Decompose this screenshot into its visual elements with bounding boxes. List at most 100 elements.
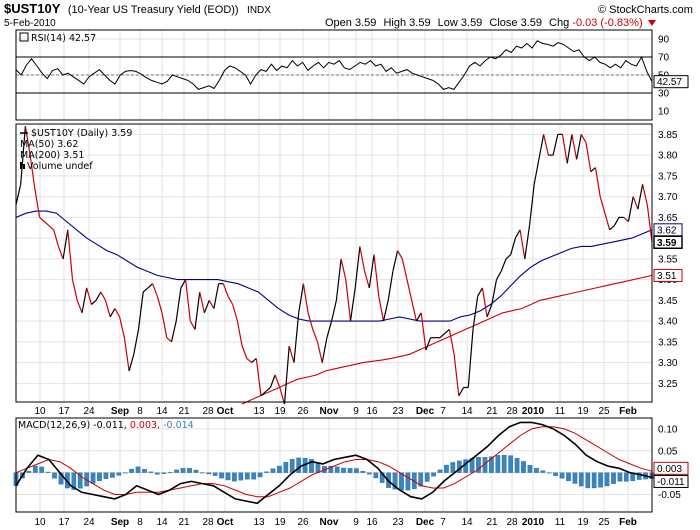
price-segment	[199, 291, 205, 313]
date-label: 5-Feb-2010	[4, 18, 56, 29]
x-tick-label: Sep	[111, 406, 129, 417]
ma200-line	[241, 274, 653, 405]
x-tick-label: 14	[461, 517, 473, 528]
macd-histogram-bar	[174, 469, 179, 473]
x-tick-label: 17	[58, 517, 70, 528]
macd-histogram-bar	[611, 472, 616, 484]
price-segment	[448, 329, 455, 355]
x-tick-label: 14	[461, 406, 473, 417]
ma50-value-label: 3.62	[657, 225, 677, 236]
price-segment	[406, 279, 413, 301]
price-segment	[283, 345, 290, 405]
y-tick-label: 30	[658, 89, 670, 100]
macd-histogram-bar	[334, 466, 340, 473]
x-axis-bottom: 10 17 24 Sep 8 14 21 28 Oct 13 19 26 Nov 9 16 23 Dec 7 14 2…	[34, 517, 636, 528]
x-tick-label: 13	[253, 406, 265, 417]
price-segment	[585, 142, 592, 172]
ma50-line	[15, 210, 653, 322]
macd-histogram-bar	[373, 472, 379, 479]
price-segment	[185, 279, 191, 322]
macd-histogram-bar	[392, 472, 398, 490]
x-tick-label: Dec	[416, 517, 435, 528]
macd-histogram-bar	[341, 467, 346, 473]
y-tick-label: 3.30	[658, 358, 678, 369]
macd-histogram-bar	[444, 464, 449, 473]
x-tick-label: 7	[440, 406, 446, 417]
rsi-line	[15, 40, 653, 90]
price-segment	[552, 134, 559, 156]
y-tick-label: 3.70	[658, 192, 678, 203]
y-tick-label: 3.25	[658, 379, 678, 390]
macd-histogram-bar	[559, 472, 565, 479]
price-panel: 3.253.303.353.403.453.503.553.603.653.70…	[15, 123, 683, 405]
macd-histogram-bar	[540, 470, 546, 473]
macd-histogram-bar	[347, 468, 353, 473]
macd-histogram-bar	[360, 470, 366, 473]
macd-histogram-bar	[238, 472, 244, 481]
macd-signal-line	[15, 426, 653, 498]
x-tick-label: 21	[178, 517, 190, 528]
x-tick-label: Oct	[217, 517, 234, 528]
y-tick-label: 90	[658, 35, 670, 46]
x-tick-label: 24	[83, 406, 95, 417]
x-tick-label: 28	[506, 406, 518, 417]
macd-histogram-bar	[283, 461, 289, 473]
x-tick-label: 10	[34, 517, 46, 528]
macd-histogram-bar	[244, 472, 250, 480]
macd-histogram-bar	[116, 472, 122, 476]
price-segment	[458, 387, 465, 397]
macd-histogram-bar	[437, 469, 443, 473]
price-segment	[246, 357, 252, 364]
macd-histogram-bar	[199, 472, 205, 474]
macd-histogram-bar	[135, 466, 141, 473]
macd-histogram-bar	[180, 468, 186, 473]
y-tick-label: -0.05	[658, 490, 681, 501]
y-tick-label: 0.05	[658, 446, 678, 457]
price-segment	[533, 159, 540, 185]
macd-legend-item: -0.014	[163, 420, 194, 431]
macd-histogram-bar	[270, 468, 276, 473]
macd-histogram-bar	[129, 468, 134, 473]
x-tick-label: 21	[486, 517, 498, 528]
macd-histogram-bar	[103, 472, 109, 479]
macd-value-box	[653, 461, 689, 475]
price-segment	[302, 283, 309, 313]
macd-legend-item: 0.003,	[130, 420, 163, 431]
price-segment	[161, 312, 168, 338]
macd-histogram-bar	[521, 461, 526, 473]
x-tick-label: 28	[202, 406, 214, 417]
macd-histogram-bar	[122, 472, 128, 474]
price-segment	[481, 287, 488, 317]
macd-histogram-bar	[495, 455, 501, 473]
x-tick-label: 11	[555, 406, 566, 417]
price-segment	[340, 258, 347, 280]
price-segment	[48, 225, 55, 231]
macd-histogram-bar	[110, 472, 115, 478]
price-segment	[349, 287, 356, 322]
y-tick-label: 3.80	[658, 151, 678, 162]
price-segment	[316, 341, 323, 363]
macd-histogram-bar	[623, 472, 629, 482]
x-tick-label: Nov	[320, 406, 339, 417]
macd-value-label: -0.011	[657, 477, 685, 488]
macd-histogram-bar	[225, 472, 231, 481]
y-tick-label: 3.85	[658, 130, 678, 141]
price-segment	[29, 155, 36, 189]
y-tick-label: 3.45	[658, 296, 678, 307]
macd-histogram-bar	[328, 465, 334, 473]
x-tick-label: 25	[598, 517, 610, 528]
price-segment	[312, 329, 319, 343]
price-segment	[147, 283, 153, 289]
x-tick-label: 8	[137, 517, 143, 528]
price-segment	[119, 316, 125, 338]
price-segment	[24, 126, 31, 156]
macd-panel: 0.100.050.00-0.050.003-0.011MACD(12,26,9…	[13, 417, 689, 513]
x-tick-label: 26	[297, 406, 309, 417]
macd-histogram-bar	[418, 472, 424, 487]
x-tick-label: 24	[83, 517, 95, 528]
price-segment	[335, 258, 342, 301]
close-label: Close	[489, 17, 517, 29]
macd-histogram-bar	[450, 462, 456, 473]
macd-histogram-bar	[424, 472, 430, 482]
macd-frame	[15, 417, 653, 513]
